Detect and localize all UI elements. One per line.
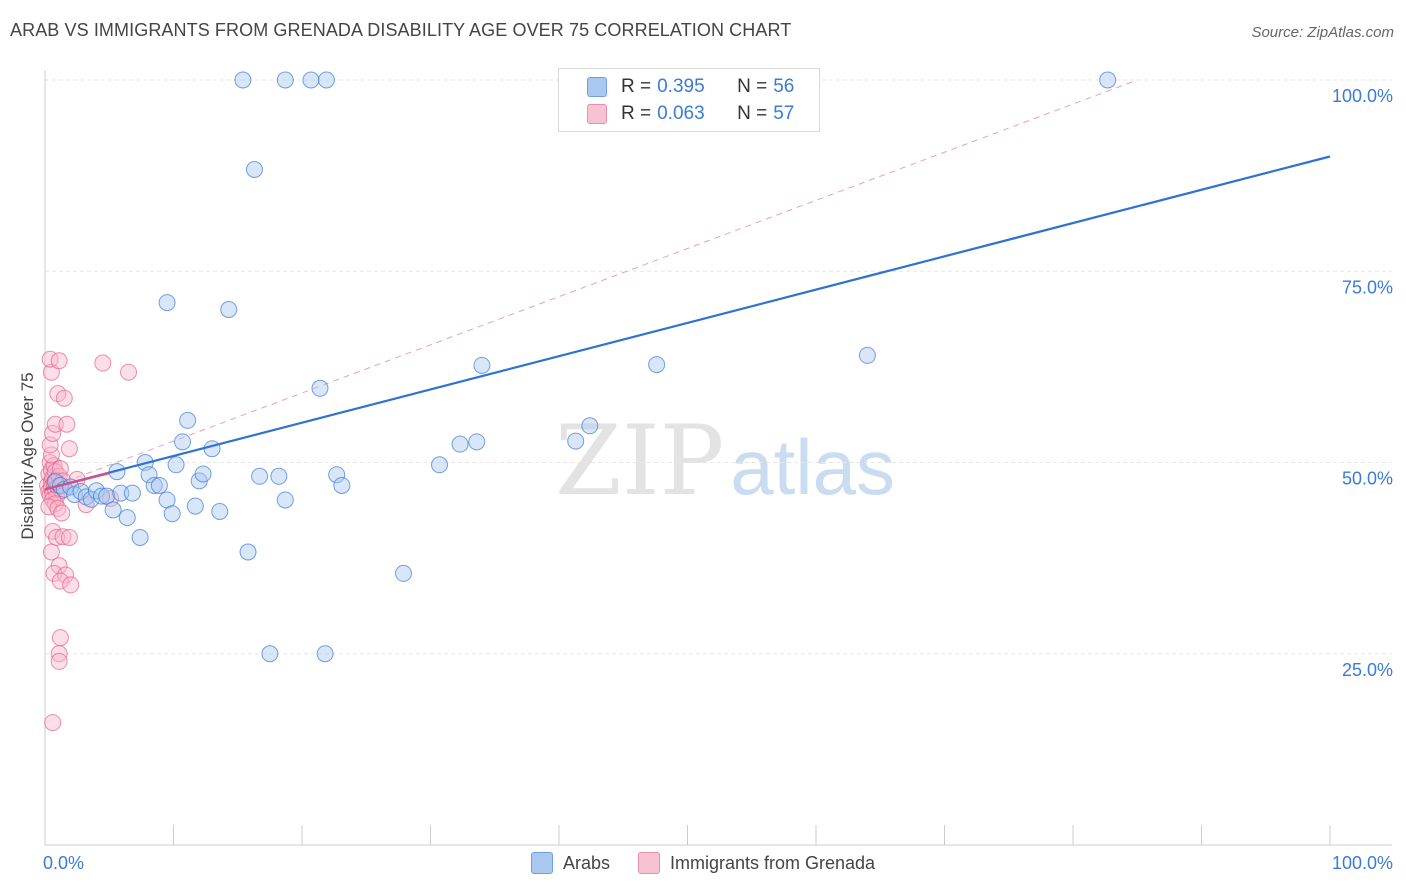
n-label: N =	[737, 103, 768, 124]
arabs-point	[261, 645, 279, 663]
arabs-point	[276, 491, 294, 509]
grenada-point	[44, 714, 62, 732]
arabs-point	[317, 71, 335, 89]
correlation-legend: R = 0.395 N = 56 R = 0.063 N = 57	[558, 68, 820, 132]
arabs-point	[150, 476, 168, 494]
grenada-point	[51, 629, 69, 647]
y-tick-label: 50.0%	[1342, 469, 1393, 489]
grenada-point	[53, 504, 71, 522]
arabs-point	[395, 564, 413, 582]
grenada-point	[62, 576, 80, 594]
arabs-point	[251, 467, 269, 485]
arabs-point	[430, 456, 448, 474]
arabs-point	[211, 502, 229, 520]
arabs-point	[473, 356, 491, 374]
arabs-point	[118, 509, 136, 527]
grenada-point	[60, 440, 78, 458]
legend-item-grenada: Immigrants from Grenada	[637, 852, 876, 874]
grenada-legend-swatch	[637, 852, 660, 874]
arabs-point	[316, 645, 334, 663]
arabs-point	[328, 466, 346, 484]
grenada-point	[55, 389, 73, 407]
watermark-atlas: atlas	[730, 423, 895, 511]
watermark-zip: ZIP	[555, 405, 725, 517]
r-value-arabs: 0.395	[657, 76, 705, 97]
arabs-point	[468, 433, 486, 451]
y-tick-label: 100.0%	[1332, 86, 1393, 106]
grenada-point	[94, 354, 112, 372]
reference-line	[44, 79, 1138, 490]
grenada-point	[54, 528, 72, 546]
chart-title: ARAB VS IMMIGRANTS FROM GRENADA DISABILI…	[10, 20, 792, 40]
arabs-point	[333, 476, 351, 494]
arabs-legend-swatch	[530, 852, 553, 874]
arabs-point	[245, 161, 263, 179]
grenada-swatch	[587, 104, 607, 124]
arabs-point	[1099, 71, 1117, 89]
arabs-point	[87, 482, 105, 500]
x-tick-label-min: 0.0%	[43, 853, 84, 873]
arabs-point	[123, 484, 141, 502]
grenada-point	[120, 363, 138, 381]
arabs-trend-line	[44, 155, 1331, 491]
grenada-trend-line	[44, 472, 110, 491]
x-tick-label-max: 100.0%	[1332, 853, 1393, 873]
source-label: Source: ZipAtlas.com	[1251, 24, 1394, 41]
grenada-point	[60, 528, 78, 546]
grenada-point	[51, 572, 69, 590]
arabs-point	[276, 71, 294, 89]
grenada-point	[46, 415, 64, 433]
arabs-point	[98, 487, 116, 505]
arabs-point	[179, 411, 197, 429]
arabs-point	[220, 301, 238, 318]
arabs-point	[567, 432, 585, 450]
arabs-point	[270, 467, 288, 485]
arabs-swatch	[587, 77, 607, 97]
arabs-point	[311, 379, 329, 397]
n-value-arabs: 56	[773, 76, 795, 97]
y-tick-label: 75.0%	[1342, 277, 1393, 297]
arabs-point	[234, 71, 252, 89]
arabs-point	[302, 71, 320, 89]
arabs-point	[131, 528, 149, 546]
r-label: R =	[621, 103, 652, 124]
arabs-point	[194, 465, 212, 483]
arabs-point	[167, 456, 185, 474]
legend-item-arabs: Arabs	[530, 852, 610, 874]
arabs-point	[186, 497, 204, 515]
r-value-grenada: 0.063	[657, 103, 705, 124]
legend-row-grenada: R = 0.063 N = 57	[587, 102, 794, 126]
grenada-point	[42, 543, 60, 561]
arabs-point	[158, 294, 176, 312]
legend-row-arabs: R = 0.395 N = 56	[587, 75, 794, 99]
arabs-legend-label: Arabs	[562, 852, 610, 873]
arabs-point	[104, 501, 122, 519]
arabs-point	[451, 435, 469, 453]
grenada-point	[50, 652, 68, 670]
series-legend: Arabs Immigrants from Grenada	[0, 852, 1406, 874]
n-label: N =	[737, 76, 768, 97]
arabs-point	[112, 484, 130, 502]
grenada-point	[41, 350, 59, 368]
arabs-point	[581, 417, 599, 435]
watermark: ZIPatlas	[555, 405, 895, 517]
arabs-point	[145, 476, 163, 494]
y-tick-label: 25.0%	[1342, 660, 1393, 680]
arabs-point	[239, 543, 257, 561]
arabs-point	[173, 433, 191, 451]
grenada-point	[50, 352, 68, 370]
arabs-point	[163, 505, 181, 523]
r-label: R =	[621, 76, 652, 97]
n-value-grenada: 57	[773, 103, 795, 124]
arabs-point	[203, 440, 221, 458]
grenada-point	[58, 415, 76, 433]
arabs-point	[93, 487, 111, 505]
grenada-legend-label: Immigrants from Grenada	[669, 852, 876, 873]
arabs-point	[140, 466, 158, 484]
arabs-point	[858, 346, 876, 364]
arabs-point	[648, 356, 666, 374]
